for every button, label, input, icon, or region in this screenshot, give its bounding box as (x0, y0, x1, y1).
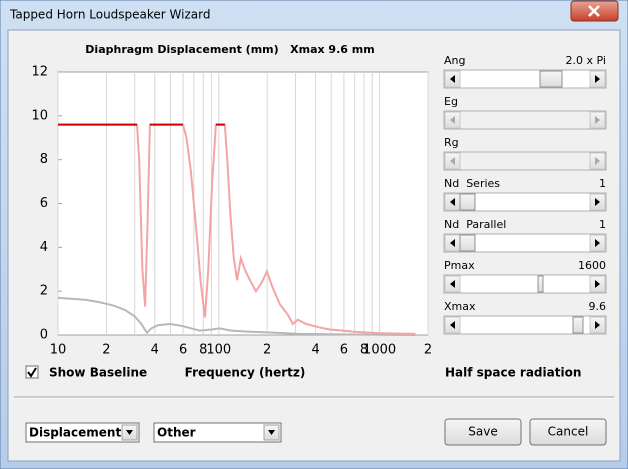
arrow-right (595, 239, 600, 247)
arrow-right (595, 280, 600, 288)
slider-value: 1 (599, 177, 606, 190)
x-tick-label: 8 (199, 343, 207, 358)
slider-thumb[interactable] (459, 193, 476, 211)
slider-track[interactable] (443, 315, 607, 335)
slider-value: 2.0 x Pi (566, 54, 606, 67)
x-tick-label: 4 (311, 343, 319, 358)
x-tick-label: 8 (360, 343, 368, 358)
arrow-left (450, 239, 455, 247)
slider-track[interactable] (443, 274, 607, 294)
slider-label: Ang (444, 54, 465, 67)
y-tick-label: 0 (40, 328, 48, 343)
y-tick-label: 4 (40, 240, 48, 255)
check-mark (27, 367, 37, 378)
button-text: Save (468, 425, 497, 439)
dropdown[interactable] (153, 422, 282, 443)
slider-value: 9.6 (589, 300, 607, 313)
arrow-right (595, 157, 600, 165)
slider-label: Xmax (444, 300, 476, 313)
x-tick-label: 100 (206, 343, 231, 358)
dropdown-text: Other (157, 426, 196, 440)
slider-track[interactable] (443, 69, 607, 89)
button-text: Cancel (548, 425, 589, 439)
data-line (57, 296, 416, 336)
slider-track[interactable] (443, 233, 607, 253)
arrow-right (595, 116, 600, 124)
arrow-right (595, 321, 600, 329)
arrow-left (450, 321, 455, 329)
slider-thumb[interactable] (572, 316, 584, 334)
slider-value: 1 (599, 218, 606, 231)
arrow-right (595, 75, 600, 83)
x-tick-label: 4 (151, 343, 159, 358)
arrow-left (450, 198, 455, 206)
y-tick-label: 12 (31, 65, 48, 80)
slider-thumb[interactable] (539, 70, 563, 88)
dropdown-arrow (126, 430, 133, 435)
slider-label: Nd Series (444, 177, 500, 190)
radiation-label: Half space radiation (445, 366, 581, 380)
close-icon (588, 5, 600, 17)
slider-value: 1600 (578, 259, 606, 272)
slider-label: Rg (444, 136, 459, 149)
y-tick-label: 8 (40, 152, 48, 167)
arrow-left (450, 280, 455, 288)
x-tick-label: 6 (340, 343, 348, 358)
slider-label: Pmax (444, 259, 475, 272)
x-tick-label: 10 (50, 343, 67, 358)
checkbox-label: Show Baseline (49, 366, 147, 380)
slider-label: Nd Parallel (444, 218, 506, 231)
chart-title: Diaphragm Displacement (mm) Xmax 9.6 mm (85, 43, 374, 56)
x-tick-label: 2 (102, 343, 110, 358)
y-tick-label: 6 (40, 196, 48, 211)
arrow-left (450, 116, 455, 124)
slider-thumb[interactable] (459, 234, 476, 252)
y-tick-label: 10 (31, 108, 48, 123)
slider-label: Eg (444, 95, 458, 108)
arrow-right (595, 198, 600, 206)
button[interactable] (444, 418, 522, 446)
dropdown[interactable] (25, 422, 140, 443)
arrow-left (450, 157, 455, 165)
x-tick-label: 6 (179, 343, 187, 358)
window-title: Tapped Horn Loudspeaker Wizard (9, 8, 210, 22)
slider-track[interactable] (443, 192, 607, 212)
slider-track (443, 151, 607, 171)
arrow-left (450, 75, 455, 83)
x-axis-label: Frequency (hertz) (185, 366, 306, 380)
dropdown-arrow (268, 430, 275, 435)
x-tick-label: 2 (263, 343, 271, 358)
button[interactable] (529, 418, 607, 446)
slider-thumb[interactable] (537, 275, 544, 293)
y-tick-label: 2 (40, 284, 48, 299)
dropdown-text: Displacement (29, 426, 121, 440)
slider-track (443, 110, 607, 130)
x-tick-label: 1000 (363, 343, 396, 358)
plot-area (57, 71, 429, 336)
x-tick-label: 2 (424, 343, 432, 358)
